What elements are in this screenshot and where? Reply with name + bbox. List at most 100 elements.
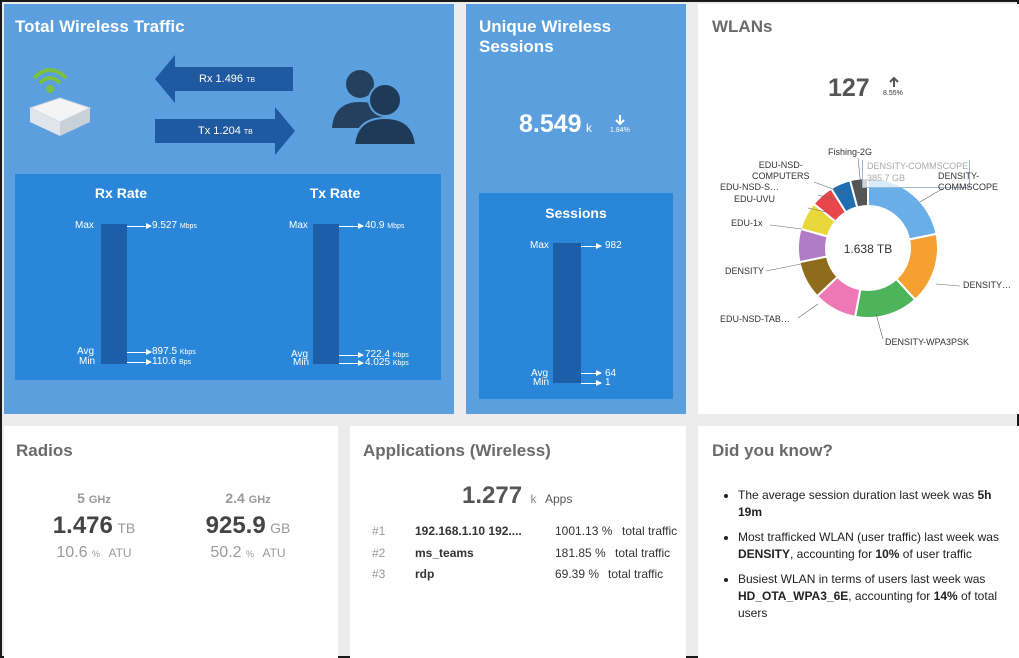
apps-label: Apps — [544, 492, 573, 506]
app-rank: #1 — [372, 524, 386, 538]
tx-avg-value: 722.4 Kbps — [365, 349, 409, 360]
tx-rate-title: Tx Rate — [309, 185, 361, 201]
apps-count: 1.277 k Apps — [462, 482, 572, 510]
tip-highlight: DENSITY — [738, 547, 791, 561]
tx-avg-label: Avg — [291, 349, 309, 360]
wlan-label-density: DENSITY — [725, 266, 765, 276]
rx-max-value: 9.527 Mbps — [152, 220, 197, 231]
sessions-bar — [553, 243, 581, 383]
leader-lines — [765, 157, 961, 340]
rx-unit: TB — [246, 77, 256, 84]
rx-total: Rx 1.496 TB — [174, 67, 293, 91]
title-line-1: Unique Wireless — [479, 17, 612, 36]
sessions-max-label: Max — [530, 240, 549, 251]
panel-title: Did you know? — [712, 441, 833, 460]
wlan-label-commscope: DENSITY- COMMSCOPE — [938, 171, 998, 193]
wlans-change: 8.55% — [883, 90, 903, 97]
wlan-donut[interactable] — [698, 144, 1019, 374]
tip-text: Busiest WLAN in terms of users last week… — [738, 572, 986, 586]
band-unit: GHz — [248, 494, 271, 506]
tip-highlight: HD_OTA_WPA3_6E — [738, 589, 849, 603]
wlans-panel[interactable]: WLANs 127 8.55% DENSIT — [698, 4, 1019, 414]
rx-label: Rx — [199, 73, 213, 85]
atu-percent: % — [246, 549, 255, 559]
band-value-unit: GB — [270, 520, 291, 536]
tx-min-unit: Kbps — [392, 360, 409, 367]
radios-panel[interactable]: Radios 5 GHz 1.476 TB 10.6 % ATU 2.4 GHz… — [4, 426, 338, 658]
arrow-right-icon — [275, 107, 295, 155]
tooltip-line-2: 385.7 GB — [867, 173, 906, 183]
sessions-change: 1.84% — [610, 127, 630, 134]
tx-min-label: Min — [293, 357, 310, 368]
band-number: 5 — [77, 490, 85, 506]
app-value: 181.85 % — [555, 546, 606, 560]
applications-panel[interactable]: Applications (Wireless) 1.277 k Apps #1 … — [350, 426, 686, 658]
rx-avg-value: 897.5 Kbps — [152, 346, 196, 357]
tx-total: Tx 1.204 TB — [155, 119, 275, 143]
wlan-label-tab: EDU-NSD-TAB… — [720, 314, 790, 324]
sessions-box: Sessions Max 982 Avg 64 Min 1 — [479, 193, 673, 399]
atu-percent: % — [92, 549, 101, 559]
rx-avg-label: Avg — [77, 346, 95, 357]
wlan-label-wpa3psk: DENSITY-WPA3PSK — [885, 337, 970, 347]
atu-label: ATU — [108, 546, 132, 560]
tx-max-value: 40.9 Mbps — [365, 220, 404, 231]
tip-text: , accounting for — [790, 547, 876, 561]
did-you-know-panel[interactable]: Did you know? The average session durati… — [698, 426, 1019, 658]
sessions-min-label: Min — [533, 377, 550, 388]
app-name: 192.168.1.10 192.... — [415, 524, 522, 538]
donut-center-label: 1.638 TB — [843, 242, 893, 256]
rx-min-value: 110.6 Bps — [152, 356, 191, 367]
label-line-2: COMMSCOPE — [938, 182, 999, 192]
app-name: rdp — [415, 567, 435, 581]
band-value: 1.476 — [52, 512, 113, 539]
tip-highlight: 10% — [875, 547, 900, 561]
app-value-label: total traffic — [608, 567, 664, 581]
wlan-label-fishing: Fishing-2G — [828, 147, 873, 157]
tip-text: , accounting for — [848, 589, 934, 603]
wlan-label-computers: EDU-NSD- COMPUTERS — [752, 160, 810, 182]
band-atu: 10.6 % ATU — [24, 544, 164, 562]
app-value: 69.39 % — [555, 567, 600, 581]
rx-min-unit: Bps — [179, 359, 192, 366]
atu-value: 10.6 — [56, 544, 88, 561]
tips-list: The average session duration last week w… — [710, 487, 1008, 630]
rx-max-number: 9.527 — [152, 220, 178, 231]
rx-avg-number: 897.5 — [152, 346, 178, 357]
apps-number: 1.277 — [462, 482, 523, 509]
tip-item: Most trafficked WLAN (user traffic) last… — [738, 529, 1008, 563]
donut-tooltip: DENSITY-COMMSCOPE 385.7 GB — [862, 160, 970, 188]
tx-avg-number: 722.4 — [365, 349, 391, 360]
wlan-label-density-x: DENSITY… — [963, 280, 1012, 290]
sessions-box-title: Sessions — [545, 205, 607, 221]
band-number: 2.4 — [225, 490, 245, 506]
tx-min-number: 4.025 — [365, 357, 391, 368]
tip-text: of user traffic — [899, 547, 972, 561]
sessions-max-arrow — [581, 243, 602, 249]
wlan-label-edu-nsd-s: EDU-NSD-S… — [720, 182, 780, 192]
wlan-label-edu-1x: EDU-1x — [731, 218, 763, 228]
tip-text: of total users — [738, 589, 998, 620]
band-value: 925.9 — [205, 512, 266, 539]
apps-unit: k — [530, 492, 537, 506]
tx-max-unit: Mbps — [387, 223, 405, 230]
sessions-min-value: 1 — [605, 377, 611, 388]
tip-item: Busiest WLAN in terms of users last week… — [738, 571, 1008, 622]
panel-title: Total Wireless Traffic — [15, 17, 185, 36]
traffic-panel[interactable]: Total Wireless Traffic Rx 1.496 TB Tx 1.… — [4, 4, 454, 414]
tooltip-line-1: DENSITY-COMMSCOPE — [867, 161, 969, 171]
arrow-up-icon — [889, 76, 899, 87]
band-value-unit: TB — [117, 520, 136, 536]
tip-text: Most trafficked WLAN (user traffic) last… — [738, 530, 999, 544]
app-value-label: total traffic — [615, 546, 671, 560]
atu-label: ATU — [262, 546, 286, 560]
atu-value: 50.2 — [210, 544, 242, 561]
radio-band-24: 2.4 GHz 925.9 GB 50.2 % ATU — [178, 490, 318, 562]
wlans-count: 127 — [828, 74, 870, 102]
panel-title: Applications (Wireless) — [363, 441, 551, 460]
sessions-max-value: 982 — [605, 240, 622, 251]
rx-max-unit: Mbps — [179, 223, 197, 230]
sessions-number: 8.549 — [519, 110, 582, 138]
sessions-panel[interactable]: Unique Wireless Sessions 8.549 k 1.84% S… — [466, 4, 686, 414]
wlan-label-edu-uvu: EDU-UVU — [734, 194, 776, 204]
